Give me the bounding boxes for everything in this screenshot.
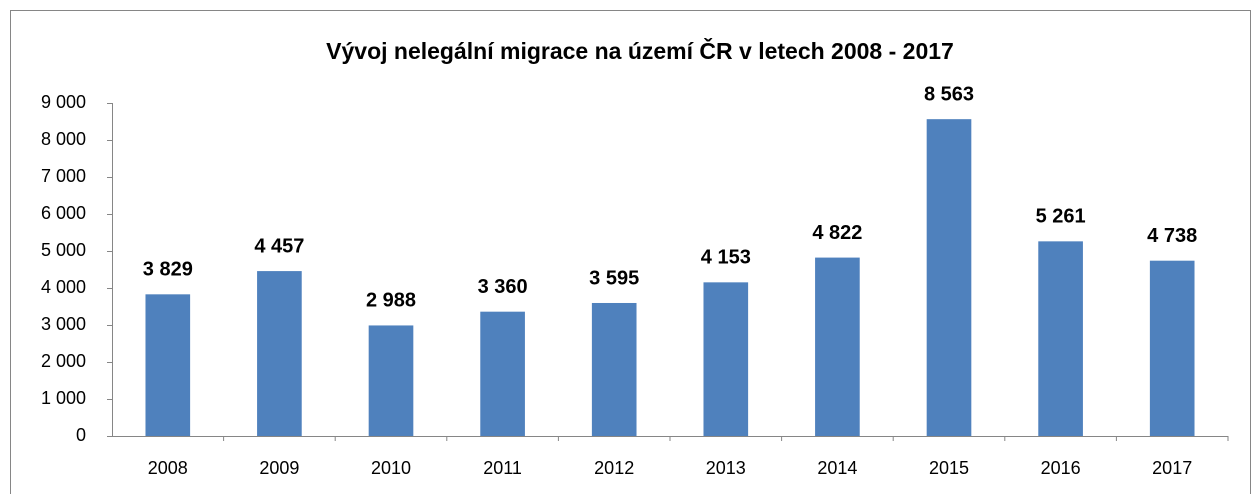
value-label: 5 261 (1036, 206, 1086, 228)
chart-title: Vývoj nelegální migrace na území ČR v le… (326, 37, 954, 64)
y-tick-label: 1 000 (41, 388, 86, 408)
bar (926, 119, 972, 436)
x-tick-label: 2013 (706, 458, 746, 478)
y-tick-label: 7 000 (41, 166, 86, 186)
x-tick-label: 2009 (259, 458, 299, 478)
y-tick-label: 3 000 (41, 314, 86, 334)
y-tick-label: 0 (76, 425, 86, 445)
y-tick-label: 2 000 (41, 351, 86, 371)
x-tick-label: 2015 (929, 458, 969, 478)
bar (815, 257, 860, 436)
x-tick-label: 2017 (1152, 458, 1192, 478)
bar (480, 311, 525, 436)
bar (368, 325, 414, 436)
bar (1038, 241, 1083, 436)
x-tick-label: 2014 (817, 458, 857, 478)
x-tick-label: 2010 (371, 458, 411, 478)
y-tick-label: 5 000 (41, 240, 86, 260)
value-label: 4 738 (1147, 225, 1197, 247)
value-label: 8 563 (924, 83, 974, 105)
y-tick-label: 4 000 (41, 277, 86, 297)
value-label: 3 595 (589, 267, 639, 289)
y-tick-label: 8 000 (41, 129, 86, 149)
bar (591, 302, 637, 436)
value-label: 4 457 (254, 235, 304, 257)
value-label: 3 829 (143, 259, 193, 281)
value-label: 4 822 (812, 222, 862, 244)
value-label: 2 988 (366, 290, 416, 312)
y-tick-label: 6 000 (41, 203, 86, 223)
y-tick-label: 9 000 (41, 92, 86, 112)
value-label: 3 360 (478, 276, 528, 298)
x-tick-label: 2016 (1041, 458, 1081, 478)
bar (257, 271, 302, 436)
x-tick-label: 2012 (594, 458, 634, 478)
bar (703, 282, 749, 436)
bar (1149, 260, 1195, 436)
value-label: 4 153 (701, 247, 751, 269)
x-tick-label: 2011 (483, 458, 522, 478)
x-tick-label: 2008 (148, 458, 188, 478)
bar (145, 294, 191, 436)
